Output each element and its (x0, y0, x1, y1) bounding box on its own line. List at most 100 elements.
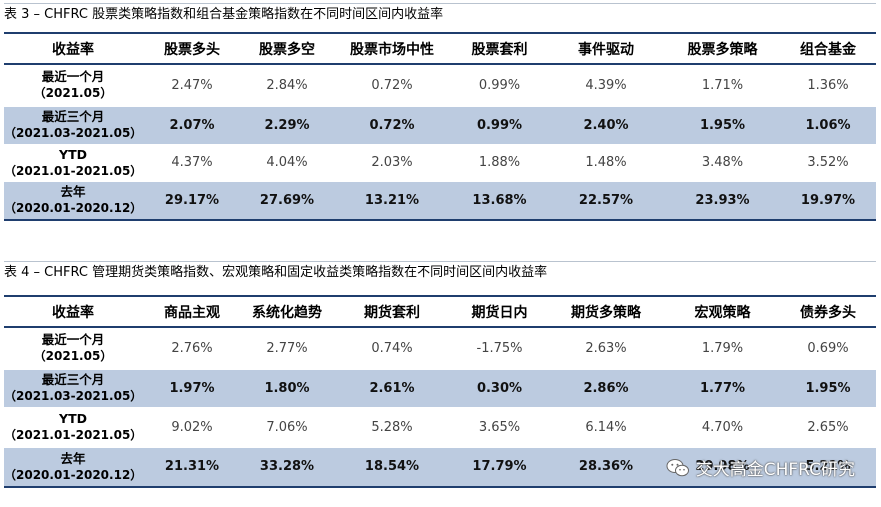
table3-caption: 表 3 – CHFRC 股票类策略指数和组合基金策略指数在不同时间区间内收益率 (4, 3, 876, 26)
column-header: 股票多头 (164, 41, 220, 58)
table-cell: 0.30% (452, 368, 547, 407)
column-header: 商品主观 (164, 304, 220, 321)
table-row: 最近一个月 （2021.05） 2.76% 2.77% 0.74% -1.75% 2.63%… (4, 327, 876, 369)
table-cell: 33.28% (242, 446, 332, 487)
table-cell: 0.99% (478, 77, 521, 93)
header-row: 收益率 股票多头 股票多空 股票市场中性 股票套利 事件驱动 股票多策略 组合基金 (4, 33, 876, 64)
column-header: 股票多策略 (687, 41, 758, 58)
table-cell: 4.37% (142, 143, 242, 181)
row-label-range: （2021.05） (33, 86, 113, 101)
row-label: 去年 （2020.01-2020.12） (4, 180, 143, 220)
table-cell: 2.07% (142, 105, 242, 144)
column-header: 事件驱动 (578, 41, 634, 58)
column-header: 宏观策略 (694, 304, 751, 321)
table-cell: 1.95% (780, 368, 876, 407)
row-label-period: 去年 (60, 450, 86, 466)
table-cell: 2.65% (780, 406, 876, 447)
column-header: 期货多策略 (571, 304, 641, 321)
table-cell: 1.79% (701, 340, 744, 356)
table-cell: 2.47% (171, 77, 213, 93)
table-cell: 3.65% (452, 406, 547, 447)
table-cell: 27.69% (242, 180, 332, 220)
row-label-period: YTD (59, 146, 87, 162)
row-label-period: 去年 (60, 184, 86, 200)
table-cell: 2.84% (266, 77, 308, 93)
table-cell: 17.79% (452, 446, 547, 487)
table-cell: 6.14% (547, 406, 665, 447)
table4-caption: 表 4 – CHFRC 管理期货类策略指数、宏观策略和固定收益类策略指数在不同时… (4, 261, 876, 284)
table-row: 最近三个月 （2021.03-2021.05） 1.97% 1.80% 2.61% 0.3… (4, 368, 876, 407)
table-cell: 19.97% (780, 180, 876, 220)
table-row: YTD （2021.01-2021.05） 9.02% 7.06% 5.28% 3.65%… (4, 406, 876, 447)
table-cell: 5.28% (332, 406, 452, 447)
table-cell: 1.06% (780, 105, 876, 144)
table-cell: 2.77% (266, 340, 308, 356)
table-cell: 4.39% (585, 77, 627, 93)
table-cell: 0.69% (807, 340, 849, 356)
table-cell: 28.36% (547, 446, 665, 487)
table-cell: 2.63% (585, 340, 627, 356)
table-cell: 1.36% (807, 77, 849, 93)
table-cell: 4.04% (242, 143, 332, 181)
table-cell: 1.97% (142, 368, 242, 407)
column-header: 债券多头 (800, 304, 856, 321)
column-header: 期货日内 (471, 304, 528, 321)
table-cell: 21.31% (142, 446, 242, 487)
row-label-range: （2021.03-2021.05） (4, 126, 143, 140)
table-cell: 1.48% (547, 143, 665, 181)
row-label-period: YTD (59, 411, 87, 426)
row-label-range: （2020.01-2020.12） (4, 467, 143, 482)
watermark: 交大高金CHFRC研究 (666, 455, 855, 480)
table-cell: 3.48% (665, 143, 780, 181)
table-cell: 2.03% (332, 143, 452, 181)
wechat-icon (666, 458, 689, 476)
table-cell: 4.70% (665, 406, 780, 447)
table-cell: 22.57% (547, 180, 665, 220)
row-label: 去年 （2020.01-2020.12） (4, 446, 143, 487)
row-label-period: 最近三个月 (41, 109, 105, 124)
table-cell: 1.95% (665, 105, 780, 144)
row-label-range: （2021.03-2021.05） (4, 389, 143, 403)
table-cell: 0.74% (371, 340, 413, 356)
table-cell: 2.86% (547, 368, 665, 407)
table-cell: 3.52% (780, 143, 876, 181)
table-cell: 2.61% (332, 368, 452, 407)
table-row: 最近三个月 （2021.03-2021.05） 2.07% 2.29% 0.72% 0.9… (4, 105, 876, 144)
row-label: 最近一个月 （2021.05） (4, 327, 142, 369)
row-label: YTD （2021.01-2021.05） (4, 406, 143, 447)
column-header: 股票套利 (471, 41, 528, 58)
table-cell: -1.75% (476, 340, 523, 356)
table-row: 最近一个月 （2021.05） 2.47% 2.84% 0.72% 0.99% 4.39% 1… (4, 64, 876, 106)
row-label: 最近三个月 （2021.03-2021.05） (4, 105, 143, 144)
column-header: 系统化趋势 (252, 304, 322, 321)
table-cell: 7.06% (242, 406, 332, 447)
table-cell: 0.99% (452, 105, 547, 144)
table-cell: 1.77% (665, 368, 780, 407)
row-label-period: 最近一个月 (41, 69, 105, 85)
column-header: 组合基金 (800, 41, 856, 58)
table-cell: 1.80% (242, 368, 332, 407)
table-cell: 13.21% (332, 180, 452, 220)
table-cell: 23.93% (665, 180, 780, 220)
table-cell: 0.72% (332, 105, 452, 144)
row-label-range: （2021.01-2021.05） (4, 428, 143, 442)
table4: 收益率 商品主观 系统化趋势 期货套利 期货日内 期货多策略 宏观策略 债券多头 最近一个月 （2… (4, 295, 876, 488)
row-label-range: （2021.05） (33, 349, 113, 364)
row-label-range: （2020.01-2020.12） (4, 201, 143, 216)
table-cell: 1.71% (701, 77, 744, 93)
header-row: 收益率 商品主观 系统化趋势 期货套利 期货日内 期货多策略 宏观策略 债券多头 (4, 296, 876, 327)
table-cell: 13.68% (452, 180, 547, 220)
watermark-text: 交大高金CHFRC研究 (695, 460, 855, 480)
row-label: 最近三个月 （2021.03-2021.05） (4, 368, 143, 407)
column-header: 股票多空 (259, 41, 315, 58)
table-row: YTD （2021.01-2021.05） 4.37% 4.04% 2.03% 1.88%… (4, 143, 876, 181)
table-row: 去年 （2020.01-2020.12） 21.31% 33.28% 18.54% 17.… (4, 446, 876, 487)
column-header: 期货套利 (364, 304, 420, 321)
table-cell: 18.54% (332, 446, 452, 487)
table-row: 去年 （2020.01-2020.12） 29.17% 27.69% 13.21% 13.… (4, 180, 876, 220)
table-cell: 2.40% (547, 105, 665, 144)
table-cell: 2.76% (171, 340, 213, 356)
row-label: 最近一个月 （2021.05） (4, 64, 142, 106)
table-cell: 29.17% (142, 180, 242, 220)
table-cell: 0.72% (371, 77, 413, 93)
